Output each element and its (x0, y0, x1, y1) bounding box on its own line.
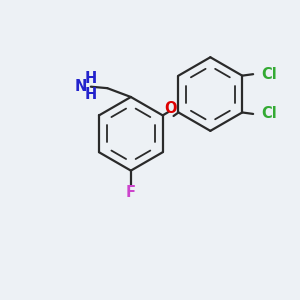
Text: H: H (85, 71, 97, 86)
Text: N: N (75, 79, 87, 94)
Text: H: H (85, 87, 97, 102)
Text: Cl: Cl (261, 67, 277, 82)
Text: F: F (126, 184, 136, 200)
Text: O: O (164, 100, 177, 116)
Text: Cl: Cl (261, 106, 277, 122)
